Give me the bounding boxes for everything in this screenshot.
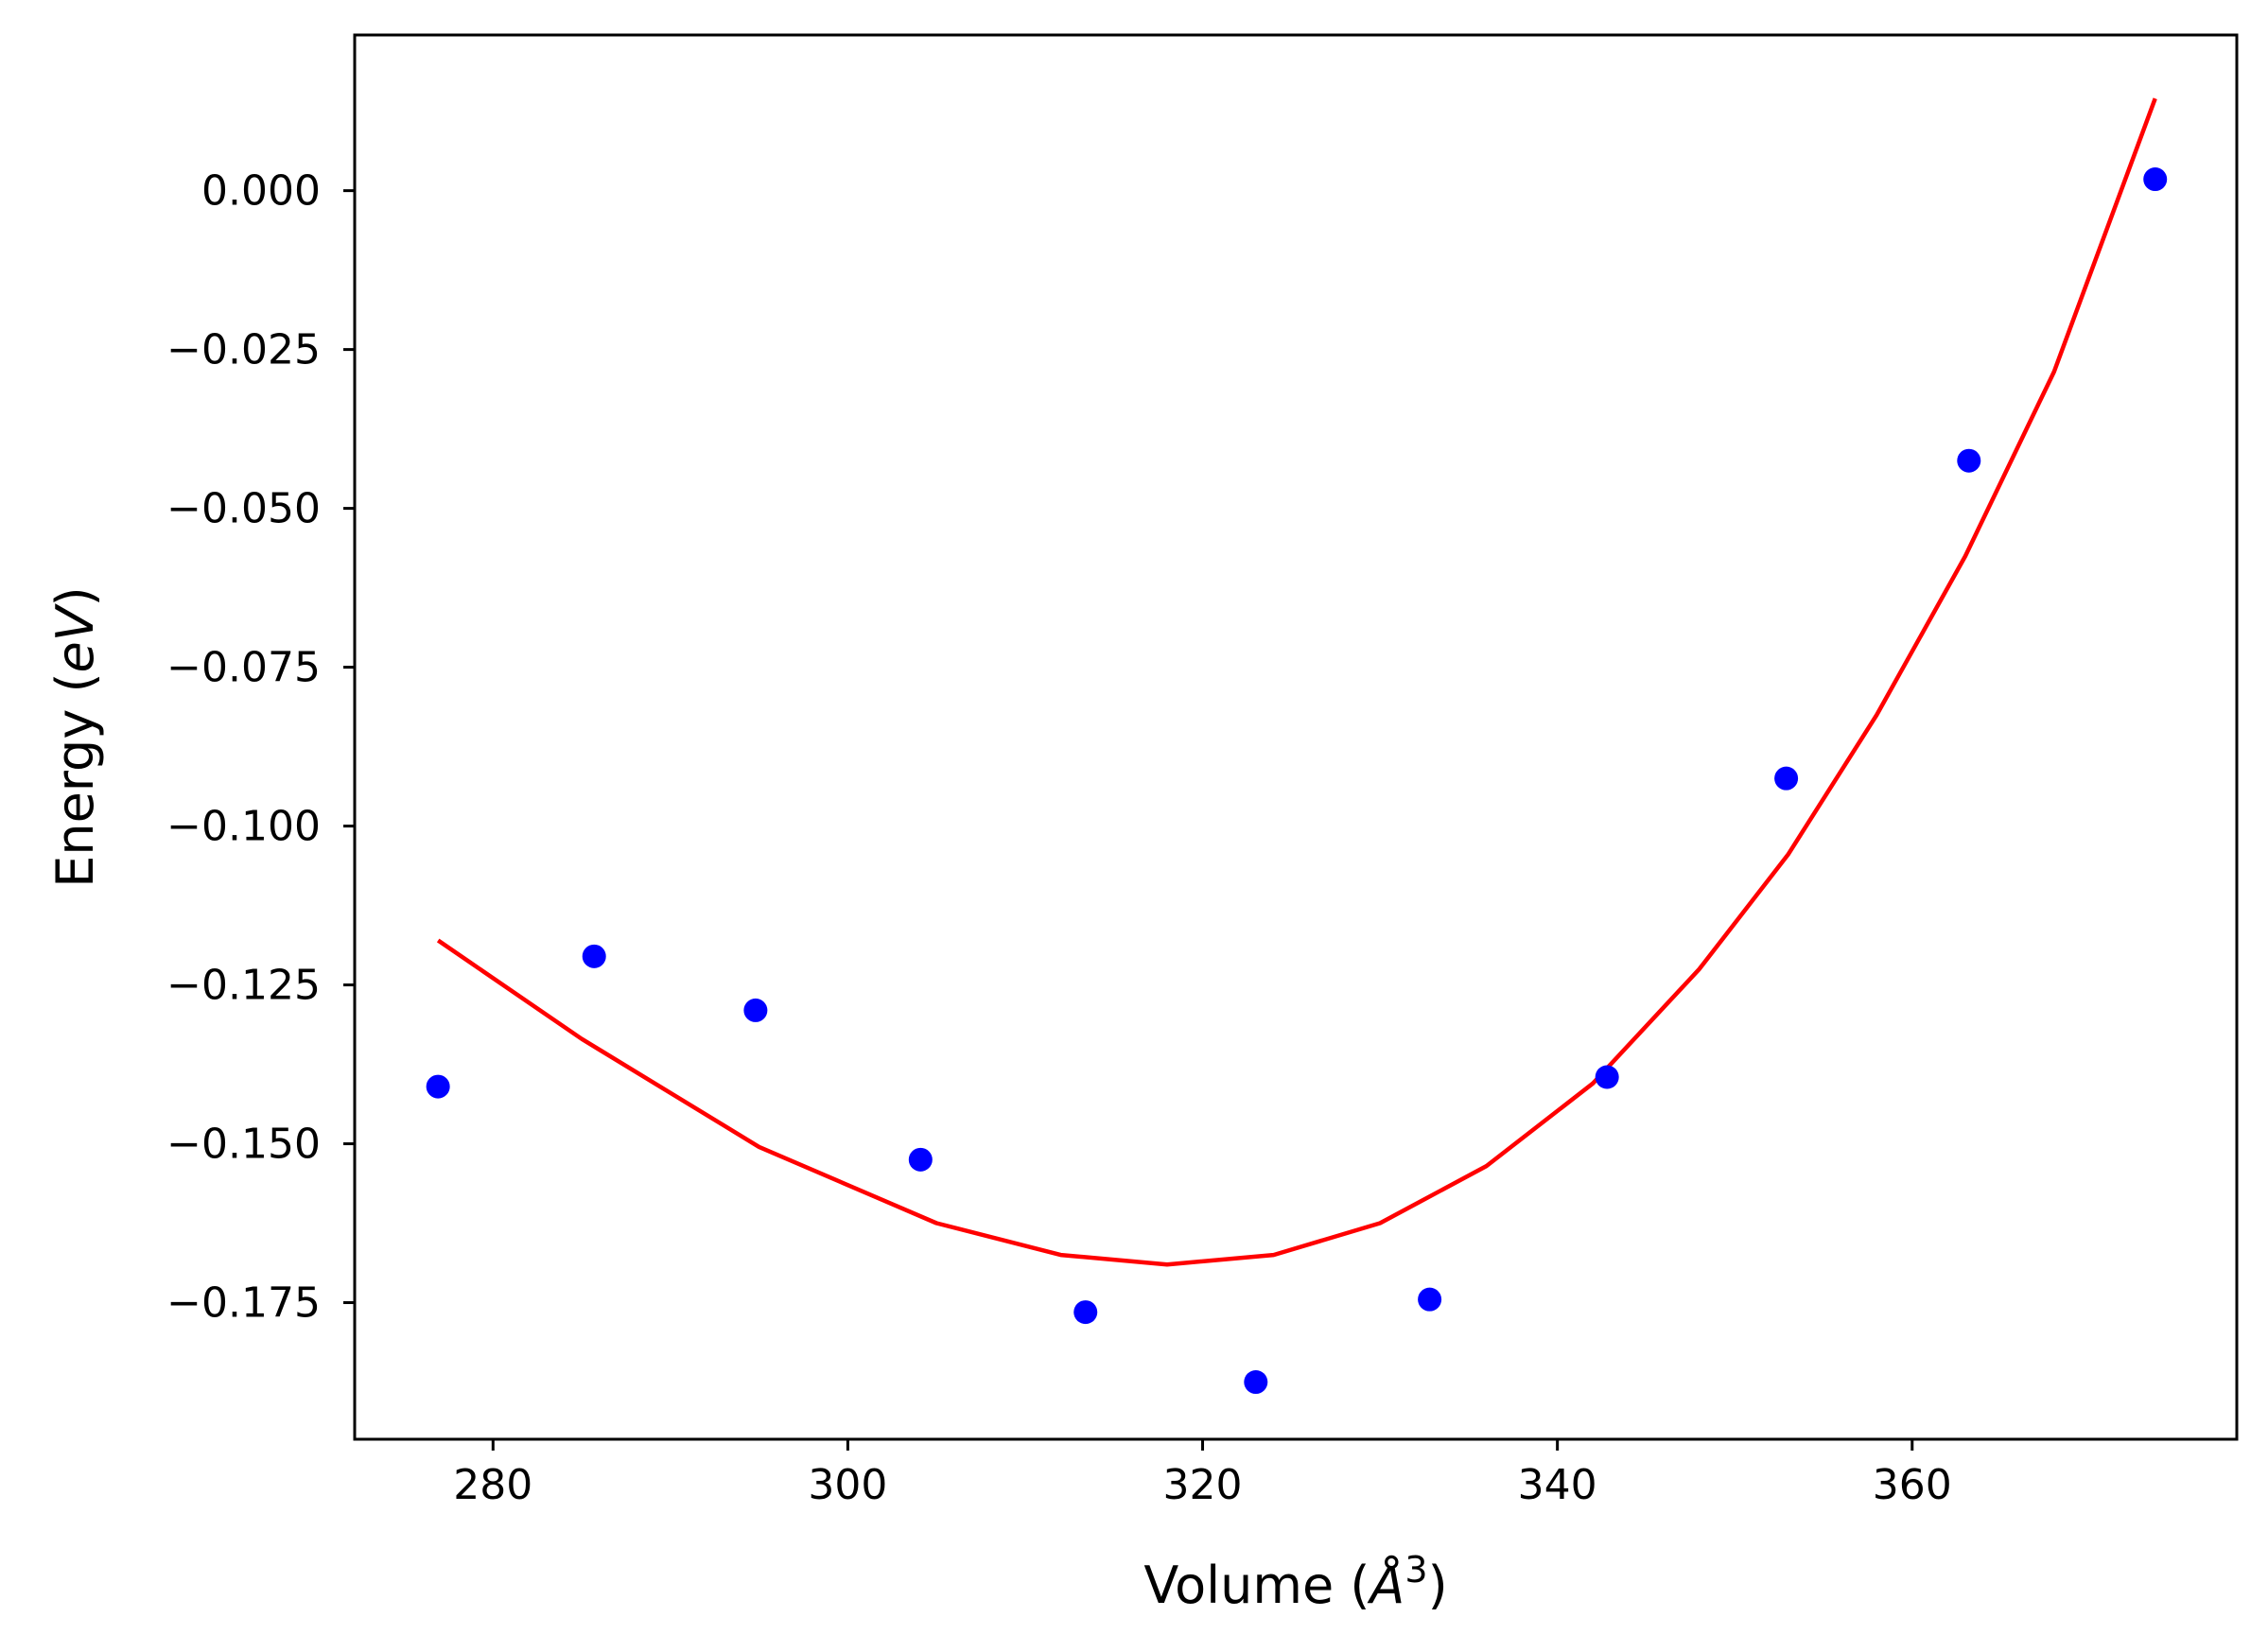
y-axis-label-symbol: eV [45, 602, 105, 672]
data-point [426, 1074, 450, 1099]
x-axis-label: Volume (Å3) [1143, 1549, 1447, 1615]
x-axis-label-exponent: 3 [1404, 1549, 1427, 1591]
y-tick-label: −0.175 [166, 1279, 321, 1328]
data-point [1595, 1065, 1619, 1089]
x-axis-label-symbol: Å [1367, 1555, 1404, 1615]
x-tick-label: 300 [808, 1461, 887, 1509]
data-point [582, 944, 606, 968]
y-tick-label: −0.050 [166, 485, 321, 533]
x-tick-label: 280 [453, 1461, 532, 1509]
x-tick-label: 360 [1873, 1461, 1952, 1509]
series-layer [426, 97, 2168, 1395]
ticks-layer: 280 300 320 340 360 0.000 −0.025 −0.050 −0.075 −0… [166, 167, 1952, 1509]
x-axis-label-prefix: Volume ( [1143, 1556, 1370, 1615]
data-point [1418, 1287, 1442, 1312]
data-point [1073, 1300, 1098, 1325]
y-tick-label: −0.125 [166, 962, 321, 1010]
axes-frame [353, 33, 2239, 1441]
data-point [1774, 766, 1799, 791]
data-point [2143, 167, 2168, 192]
y-tick-label: −0.025 [166, 326, 321, 374]
y-tick-label: −0.150 [166, 1121, 321, 1169]
x-tick-label: 340 [1518, 1461, 1597, 1509]
y-tick-label: −0.100 [166, 803, 321, 851]
y-axis-label: Energy (eV) [45, 586, 105, 888]
data-point [908, 1147, 933, 1172]
y-axis-label-prefix: Energy ( [45, 672, 105, 887]
data-point [743, 998, 768, 1022]
data-point [1957, 448, 1981, 473]
x-tick-label: 320 [1163, 1461, 1243, 1509]
fit-curve [436, 97, 2157, 1267]
y-tick-label: −0.075 [166, 644, 321, 692]
y-tick-label: 0.000 [201, 167, 321, 216]
data-point [1244, 1370, 1268, 1395]
x-axis-label-suffix: ) [1428, 1556, 1448, 1615]
y-axis-label-suffix: ) [45, 586, 105, 606]
